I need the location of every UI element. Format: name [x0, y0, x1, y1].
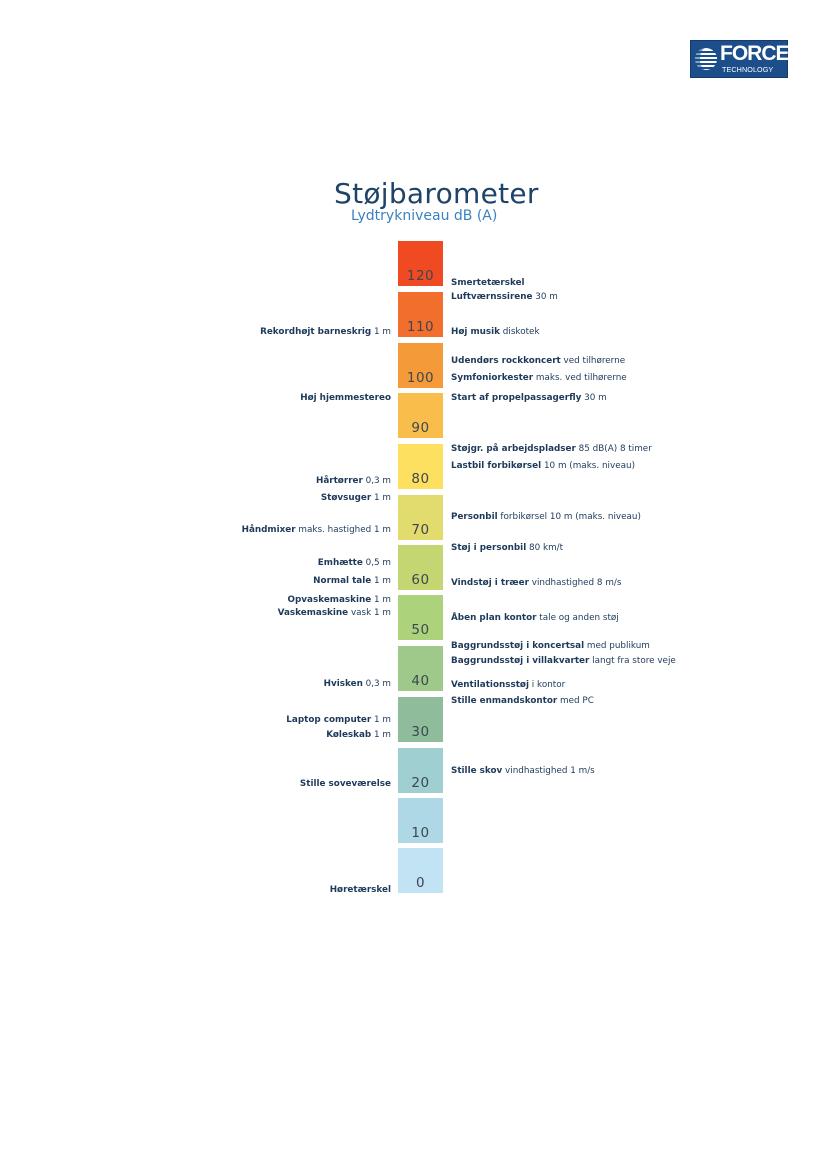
noise-source-label: Åben plan kontor tale og anden støj [451, 613, 619, 623]
force-globe-icon [695, 48, 717, 70]
scale-block-60: 60 [398, 545, 443, 590]
noise-source-label: Stille skov vindhastighed 1 m/s [451, 766, 595, 776]
noise-source-label: Håndmixer maks. hastighed 1 m [241, 525, 391, 535]
scale-value: 0 [415, 875, 426, 891]
noise-source-label: Høretærskel [329, 885, 391, 895]
noise-source-label: Stille enmandskontor med PC [451, 696, 594, 706]
noise-source-label: Vindstøj i træer vindhastighed 8 m/s [451, 578, 622, 588]
noise-source-label: Smertetærskel [451, 278, 525, 288]
noise-source-label: Normal tale 1 m [313, 576, 391, 586]
scale-block-90: 90 [398, 393, 443, 438]
noise-source-label: Hårtørrer 0,3 m [315, 476, 391, 486]
logo-tagline: TECHNOLOGY [722, 65, 774, 74]
noise-source-label: Personbil forbikørsel 10 m (maks. niveau… [451, 512, 641, 522]
scale-value: 10 [411, 825, 430, 841]
noise-source-label: Baggrundsstøj i villakvarter langt fra s… [451, 656, 676, 666]
noise-source-label: Opvaskemaskine 1 m [287, 595, 391, 605]
noise-source-label: Høj hjemmestereo [300, 393, 391, 403]
scale-value: 90 [411, 420, 430, 436]
page-title: Støjbarometer [334, 177, 539, 210]
page-subtitle: Lydtrykniveau dB (A) [351, 208, 498, 224]
noise-source-label: Køleskab 1 m [326, 730, 391, 740]
force-technology-logo: FORCE TECHNOLOGY [690, 40, 789, 78]
scale-value: 100 [406, 370, 435, 386]
noise-source-label: Laptop computer 1 m [286, 715, 391, 725]
noise-source-label: Udendørs rockkoncert ved tilhørerne [451, 356, 626, 366]
scale-value: 80 [411, 471, 430, 487]
scale-block-30: 30 [398, 697, 443, 742]
noise-source-label: Symfoniorkester maks. ved tilhørerne [451, 373, 627, 383]
scale-block-20: 20 [398, 748, 443, 793]
scale-block-120: 120 [398, 241, 443, 286]
noise-source-label: Støvsuger 1 m [320, 493, 391, 503]
scale-block-0: 0 [398, 848, 443, 893]
noise-source-label: Stille soveværelse [299, 779, 391, 789]
logo-wordmark: FORCE [720, 42, 789, 65]
noise-source-label: Hvisken 0,3 m [323, 679, 391, 689]
scale-value: 30 [411, 724, 430, 740]
noise-source-label: Støjgr. på arbejdspladser 85 dB(A) 8 tim… [451, 444, 652, 454]
noise-source-label: Vaskemaskine vask 1 m [277, 608, 391, 618]
noise-source-label: Luftværnssirene 30 m [451, 292, 558, 302]
scale-value: 70 [411, 522, 430, 538]
scale-value: 120 [406, 268, 435, 284]
noise-source-label: Rekordhøjt barneskrig 1 m [260, 327, 391, 337]
noise-source-label: Høj musik diskotek [451, 327, 540, 337]
scale-value: 60 [411, 572, 430, 588]
scale-value: 20 [411, 775, 430, 791]
noise-source-label: Baggrundsstøj i koncertsal med publikum [451, 641, 650, 651]
scale-block-10: 10 [398, 798, 443, 843]
scale-block-110: 110 [398, 292, 443, 337]
scale-block-40: 40 [398, 646, 443, 691]
scale-value: 50 [411, 622, 430, 638]
scale-block-70: 70 [398, 495, 443, 540]
noise-source-label: Lastbil forbikørsel 10 m (maks. niveau) [451, 461, 636, 471]
scale-block-100: 100 [398, 343, 443, 388]
scale-value: 110 [406, 319, 435, 335]
noise-source-label: Start af propelpassagerfly 30 m [451, 393, 607, 403]
noise-source-label: Emhætte 0,5 m [317, 558, 391, 568]
noise-source-label: Ventilationsstøj i kontor [451, 680, 566, 690]
scale-value: 40 [411, 673, 430, 689]
scale-block-80: 80 [398, 444, 443, 489]
noise-source-label: Støj i personbil 80 km/t [451, 543, 564, 553]
scale-block-50: 50 [398, 595, 443, 640]
